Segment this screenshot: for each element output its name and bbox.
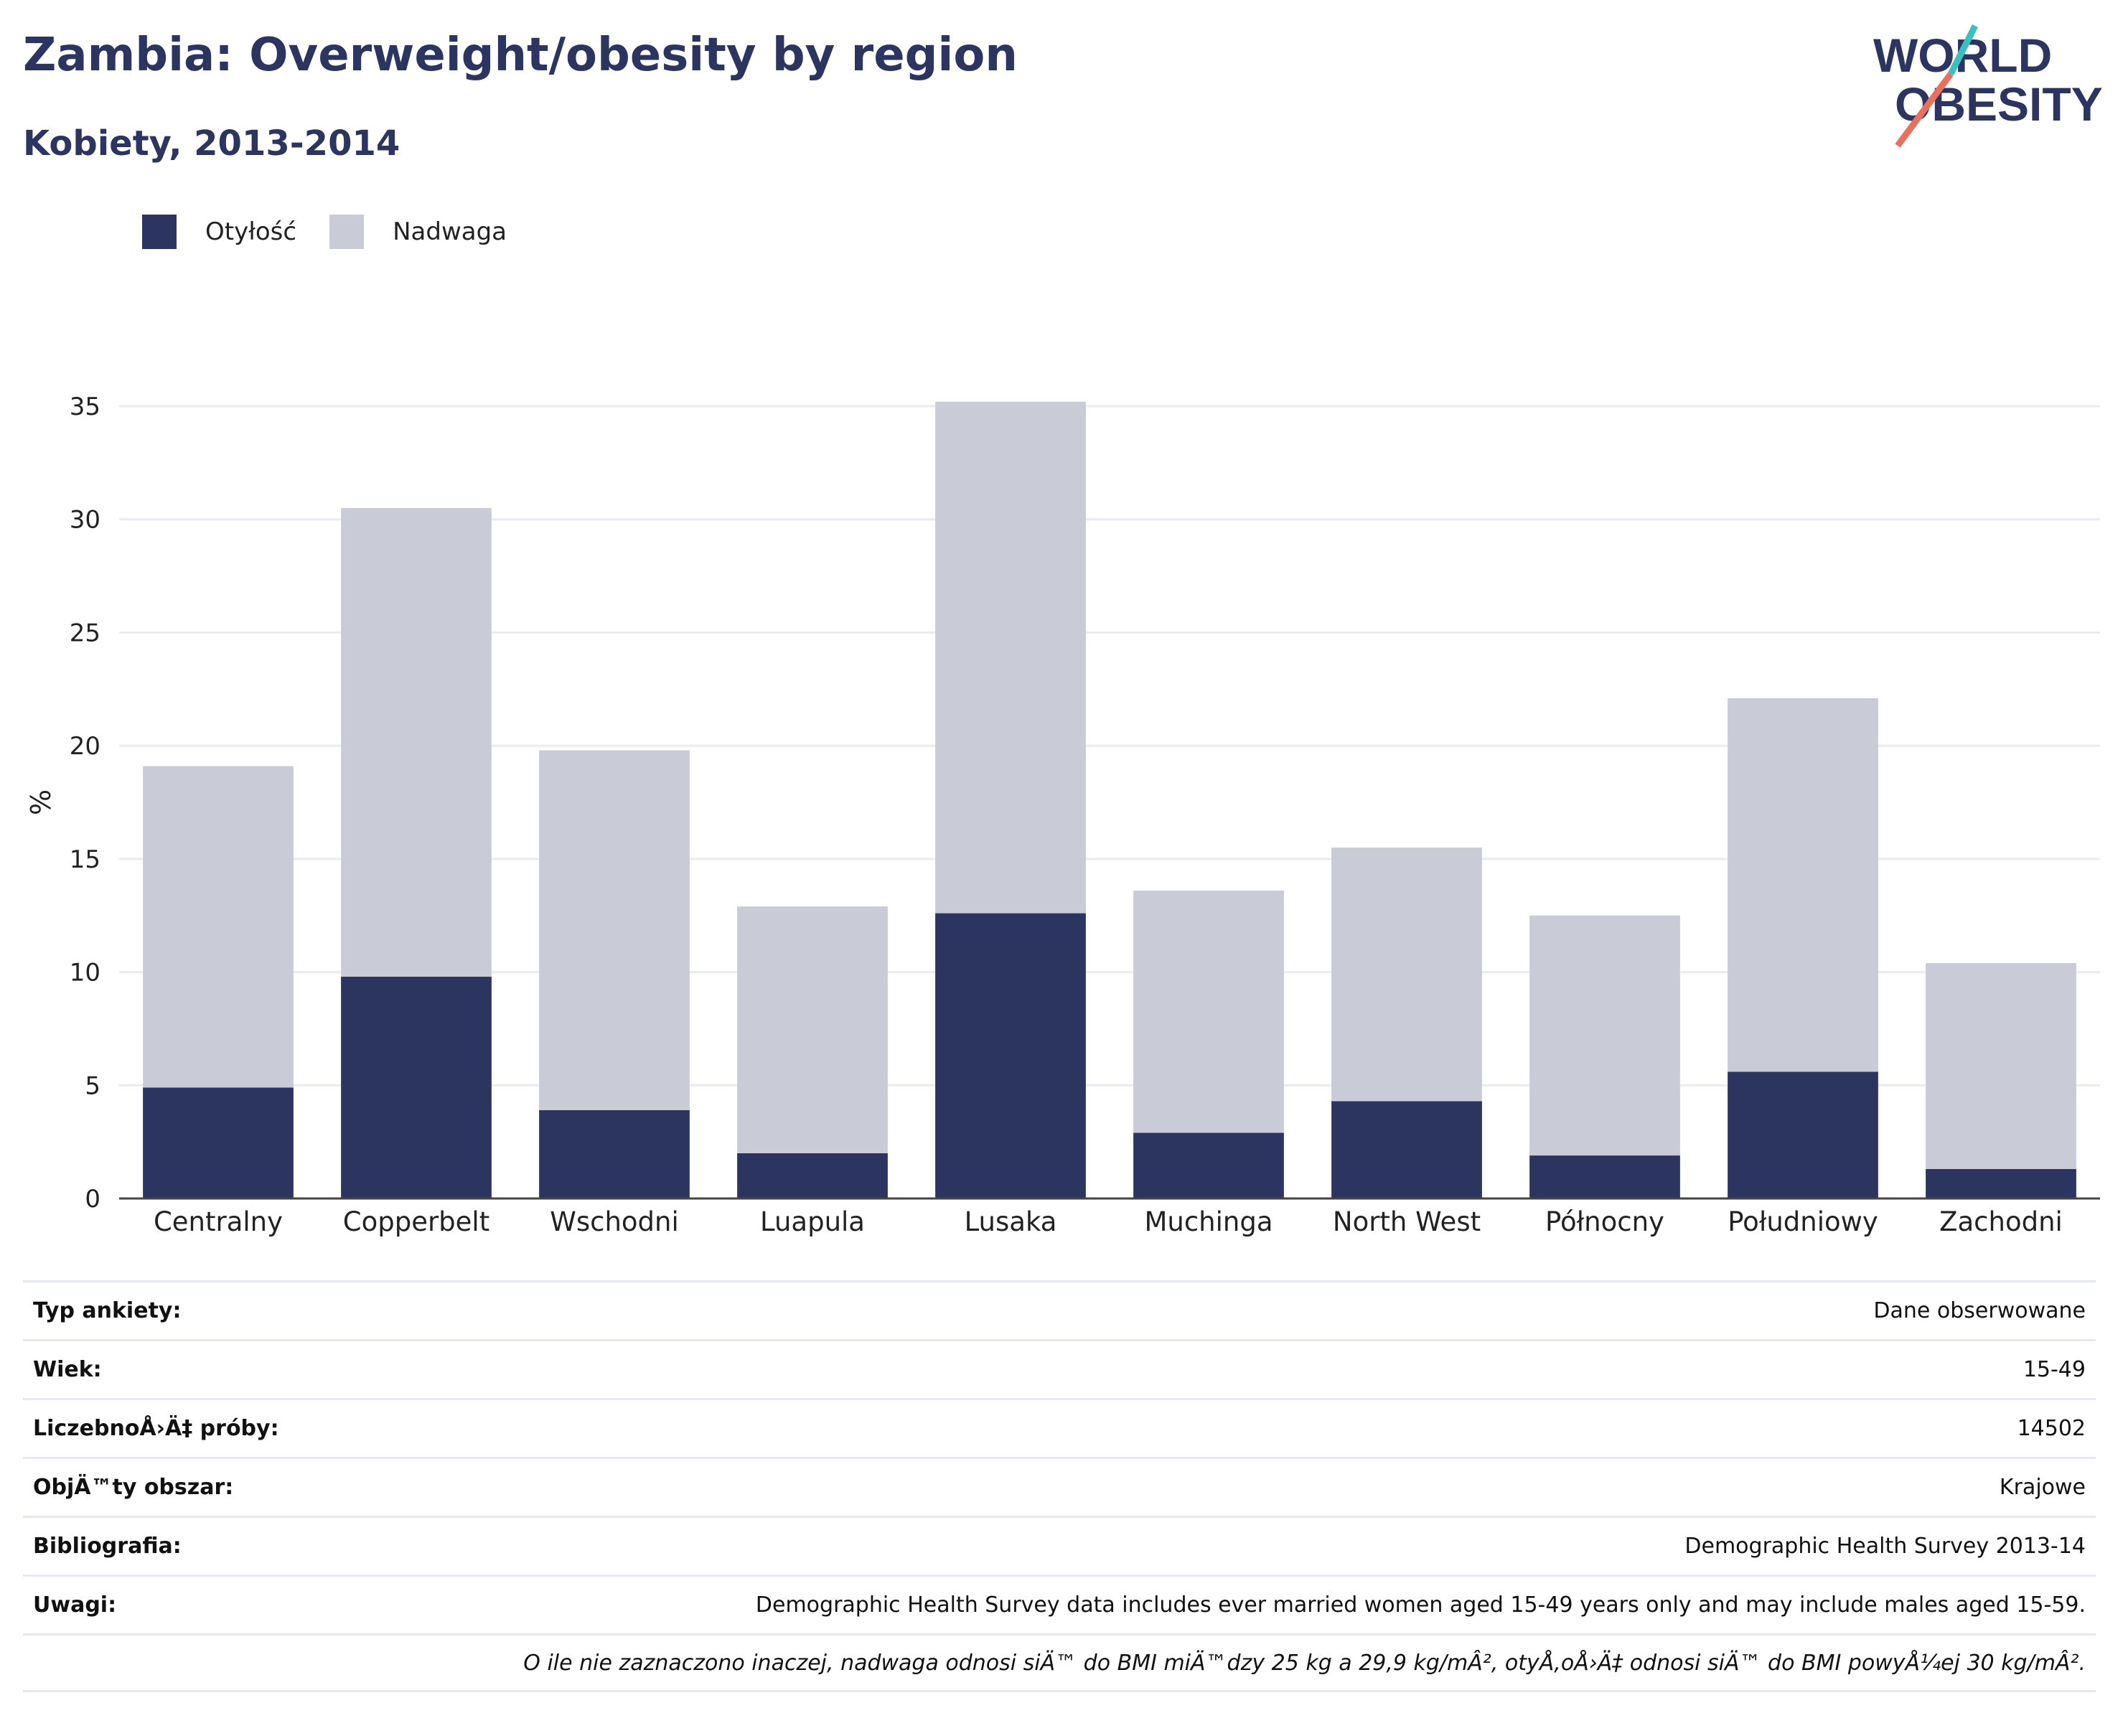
- legend-swatch-obesity: [142, 215, 177, 249]
- legend-label-obesity: Otyłość: [205, 217, 297, 246]
- meta-row-age: Wiek: 15-49: [23, 1339, 2096, 1398]
- meta-row-footnote: O ile nie zaznaczono inaczej, nadwaga od…: [23, 1633, 2096, 1692]
- bar-overweight: [1529, 915, 1680, 1156]
- meta-value: Demographic Health Survey data includes …: [755, 1592, 2086, 1618]
- x-tick-label: Muchinga: [1144, 1206, 1273, 1237]
- x-tick-label: Południowy: [1728, 1206, 1878, 1237]
- bar-obesity: [1926, 1168, 2076, 1198]
- bar-obesity: [1133, 1132, 1284, 1198]
- legend-item-overweight[interactable]: Nadwaga: [329, 215, 507, 249]
- legend: Otyłość Nadwaga: [142, 214, 540, 250]
- bar-overweight: [1331, 848, 1482, 1102]
- meta-value: Dane obserwowane: [1873, 1298, 2086, 1323]
- bar-overweight: [935, 401, 1086, 914]
- bar-obesity: [341, 976, 492, 1198]
- bar-overweight: [341, 507, 492, 977]
- x-tick-label: Północny: [1545, 1206, 1664, 1237]
- bar-overweight: [737, 906, 888, 1153]
- meta-key: LiczebnoÅ›Ä‡ próby:: [33, 1416, 279, 1441]
- y-tick-label: 25: [70, 619, 100, 647]
- meta-row-survey-type: Typ ankiety: Dane obserwowane: [23, 1280, 2096, 1339]
- metadata-table: Typ ankiety: Dane obserwowane Wiek: 15-4…: [23, 1280, 2096, 1692]
- x-tick-label: Luapula: [760, 1206, 865, 1237]
- chart-title: Zambia: Overweight/obesity by region: [23, 29, 1018, 82]
- logo-slash-teal: [1947, 24, 1979, 76]
- world-obesity-logo: WORLD OBESITY: [1873, 24, 2103, 148]
- bar-obesity: [1529, 1155, 1680, 1198]
- y-tick-label: 30: [70, 506, 100, 535]
- y-tick-label: 0: [85, 1185, 100, 1214]
- bar-chart: 0 5 10 15 20 25 30 35% Centralny Copperbelt Wschod…: [25, 393, 2100, 1237]
- legend-label-overweight: Nadwaga: [393, 217, 507, 246]
- meta-key: Typ ankiety:: [33, 1298, 182, 1323]
- meta-footnote: O ile nie zaznaczono inaczej, nadwaga od…: [523, 1650, 2086, 1676]
- meta-key: Wiek:: [33, 1357, 102, 1382]
- y-tick-label: 35: [70, 393, 100, 421]
- x-tick-label: Copperbelt: [343, 1206, 489, 1237]
- bar-overweight: [1728, 698, 1878, 1072]
- bar-obesity: [737, 1153, 888, 1198]
- x-tick-label: North West: [1333, 1206, 1481, 1237]
- meta-key: ObjÄ™ty obszar:: [33, 1475, 234, 1500]
- y-axis-title: %: [25, 789, 57, 815]
- bar-obesity: [1728, 1071, 1878, 1198]
- y-tick-label: 15: [70, 845, 100, 874]
- logo-slash-coral: [1895, 72, 1954, 148]
- chart-subtitle: Kobiety, 2013-2014: [23, 123, 400, 164]
- bar-overweight: [1926, 962, 2076, 1169]
- meta-key: Uwagi:: [33, 1592, 117, 1618]
- y-tick-label: 10: [70, 959, 100, 987]
- bar-obesity: [1331, 1101, 1482, 1198]
- bar-obesity: [935, 913, 1086, 1198]
- x-tick-label: Centralny: [154, 1206, 283, 1237]
- x-tick-label: Lusaka: [965, 1206, 1057, 1237]
- meta-value: 15-49: [2023, 1357, 2086, 1382]
- x-tick-label: Wschodni: [550, 1206, 679, 1237]
- bar-obesity: [143, 1087, 294, 1198]
- legend-item-obesity[interactable]: Otyłość: [142, 215, 296, 249]
- meta-row-bibliography: Bibliografia: Demographic Health Survey …: [23, 1516, 2096, 1575]
- meta-value: Krajowe: [1999, 1475, 2086, 1500]
- bar-overweight: [1133, 891, 1284, 1133]
- bar-overweight: [143, 766, 294, 1088]
- bar-overweight: [539, 750, 690, 1110]
- y-tick-label: 20: [70, 732, 100, 761]
- bar-obesity: [539, 1109, 690, 1198]
- y-tick-label: 5: [85, 1071, 100, 1100]
- meta-row-notes: Uwagi: Demographic Health Survey data in…: [23, 1575, 2096, 1633]
- meta-row-sample-size: LiczebnoÅ›Ä‡ próby: 14502: [23, 1398, 2096, 1457]
- meta-key: Bibliografia:: [33, 1534, 182, 1559]
- meta-row-area: ObjÄ™ty obszar: Krajowe: [23, 1457, 2096, 1516]
- x-tick-label: Zachodni: [1939, 1206, 2063, 1237]
- meta-value: 14502: [2017, 1416, 2086, 1441]
- meta-value: Demographic Health Survey 2013-14: [1684, 1534, 2086, 1559]
- legend-swatch-overweight: [329, 215, 365, 249]
